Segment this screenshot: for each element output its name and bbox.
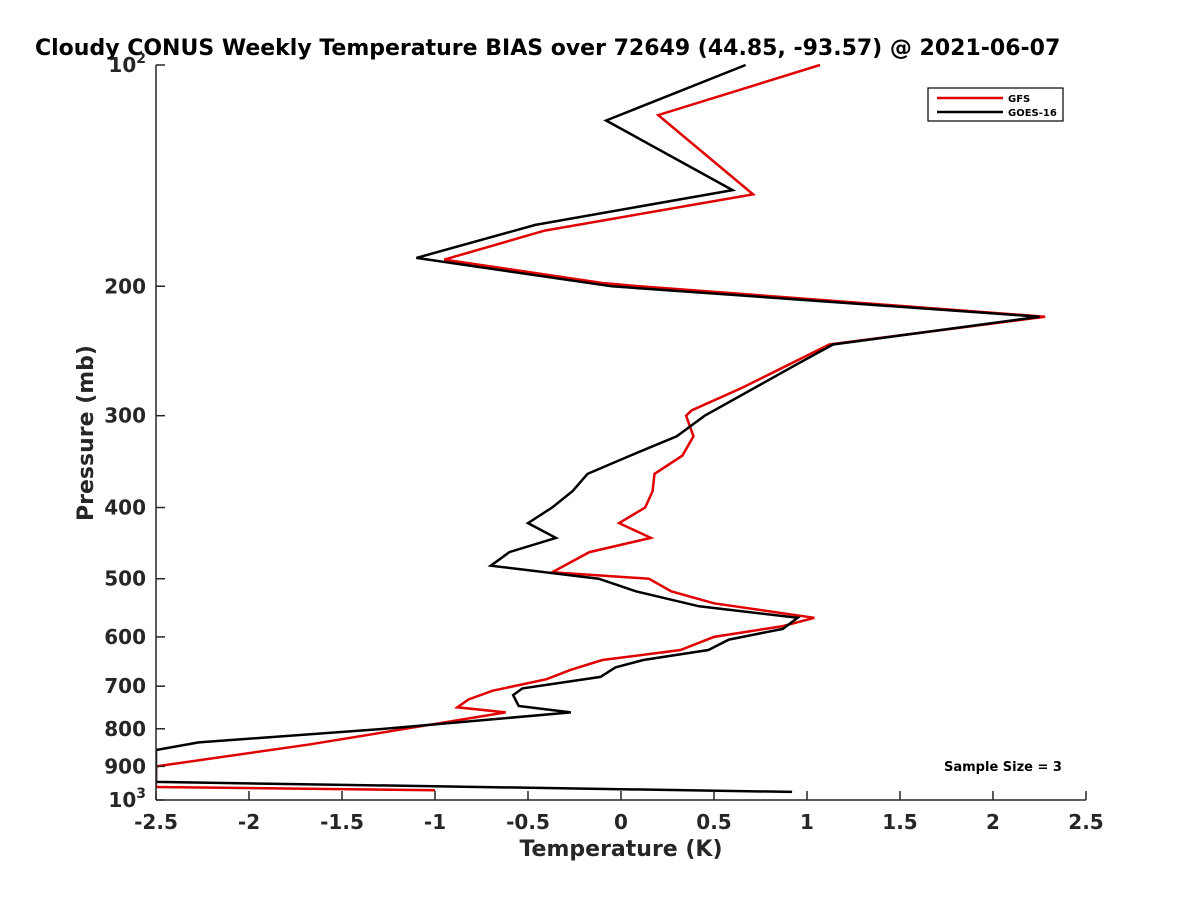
y-tick-label: 103 [108, 786, 146, 812]
y-ticks: 102 200 300 400 500 600 700 800 900 103 [104, 51, 165, 812]
y-tick-label: 500 [104, 567, 146, 591]
axes [155, 65, 1086, 801]
y-tick-label: 600 [104, 625, 146, 649]
y-tick-label: 200 [104, 274, 146, 298]
x-tick-label: -2 [238, 810, 260, 834]
x-axis-label: Temperature (K) [519, 837, 722, 862]
y-axis-label: Pressure (mb) [74, 345, 99, 521]
x-tick-label: -2.5 [134, 810, 178, 834]
y-tick-label: 400 [104, 496, 146, 520]
legend-box [927, 87, 1064, 122]
x-tick-label: 0 [614, 810, 628, 834]
x-tick-label: 0.5 [696, 810, 731, 834]
y-tick-label: 300 [104, 404, 146, 428]
x-tick-label: 2.5 [1068, 810, 1103, 834]
legend-label: GOES-16 [1008, 108, 1057, 119]
sample-size-annotation: Sample Size = 3 [944, 760, 1062, 775]
plot-lines [156, 63, 1046, 794]
series-line-goes-16 [156, 63, 1040, 794]
x-tick-label: 1.5 [882, 810, 917, 834]
x-ticks: -2.5 -2 -1.5 -1 -0.5 0 0.5 1 1.5 2 2.5 [134, 791, 1104, 834]
x-tick-label: 1 [800, 810, 814, 834]
legend: GFS GOES-16 [927, 87, 1064, 122]
legend-label: GFS [1008, 94, 1030, 105]
x-tick-label: 2 [986, 810, 1000, 834]
x-tick-label: -1.5 [320, 810, 364, 834]
series-line-gfs [156, 63, 1046, 792]
chart-title: Cloudy CONUS Weekly Temperature BIAS ove… [35, 36, 1060, 61]
x-tick-label: -1 [424, 810, 446, 834]
y-tick-label: 900 [104, 754, 146, 778]
y-tick-label: 102 [108, 51, 146, 77]
y-tick-label: 800 [104, 717, 146, 741]
x-tick-label: -0.5 [506, 810, 550, 834]
y-tick-label: 700 [104, 674, 146, 698]
